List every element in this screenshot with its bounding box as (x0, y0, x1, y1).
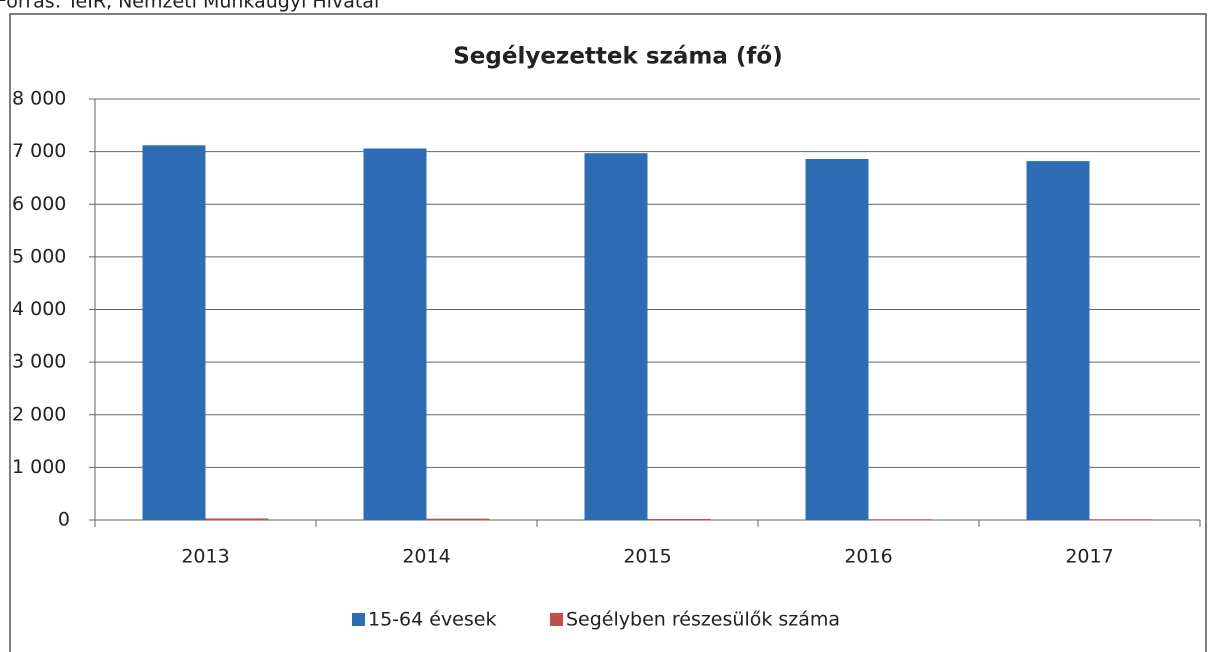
bar (1026, 161, 1090, 520)
y-tick-label: 7 000 (12, 140, 66, 162)
legend-swatch (352, 613, 365, 626)
bar (584, 153, 648, 521)
bar (363, 148, 427, 520)
legend-swatch (550, 613, 563, 626)
bar (805, 158, 869, 520)
bar (1089, 519, 1153, 521)
bar (205, 518, 269, 520)
bar (647, 518, 711, 520)
y-tick-label: 5 000 (12, 245, 66, 267)
x-tick-label: 2013 (181, 546, 229, 568)
x-tick-label: 2017 (1065, 546, 1113, 568)
y-tick-label: 1 000 (12, 456, 66, 478)
y-tick-label: 4 000 (12, 298, 66, 320)
x-tick-label: 2015 (623, 546, 671, 568)
legend-label: 15-64 évesek (368, 609, 496, 631)
bar (426, 518, 490, 520)
source-note: Forrás: TeIR, Nemzeti Munkaügyi Hivatal (0, 0, 379, 13)
legend-label: Segélyben részesülők száma (566, 609, 840, 631)
y-tick-label: 2 000 (12, 403, 66, 425)
x-tick-label: 2014 (402, 546, 450, 568)
bar (868, 519, 932, 521)
chart-border (9, 13, 1207, 652)
chart-title: Segélyezettek száma (fő) (453, 44, 783, 70)
bar (142, 145, 206, 520)
x-tick-label: 2016 (844, 546, 892, 568)
y-tick-label: 8 000 (12, 88, 66, 110)
y-tick-label: 6 000 (12, 193, 66, 215)
y-tick-label: 0 (58, 509, 70, 531)
y-tick-label: 3 000 (12, 351, 66, 373)
